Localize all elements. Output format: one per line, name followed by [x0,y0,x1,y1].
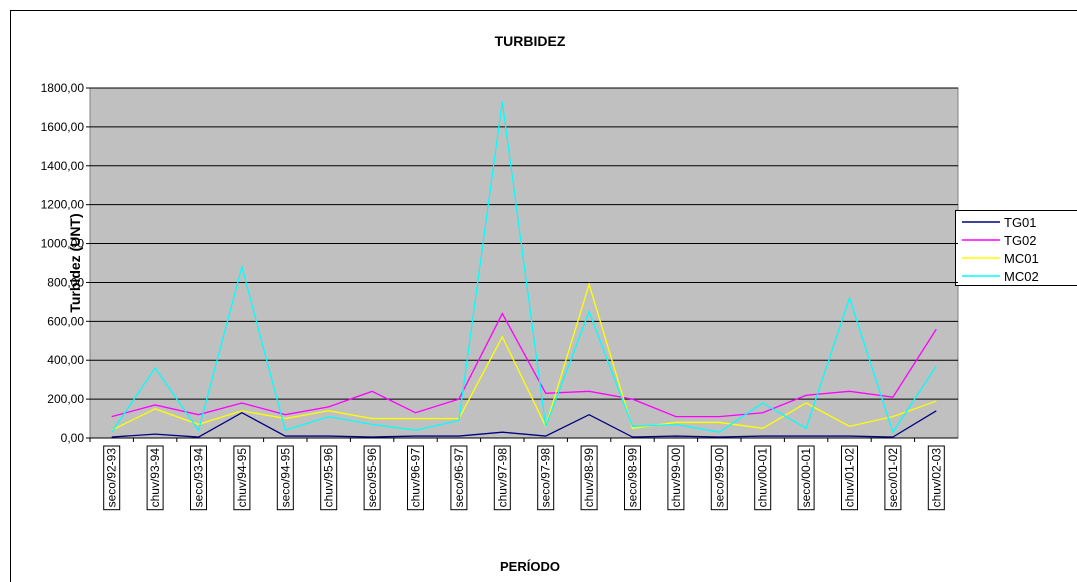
x-tick-label-box [754,445,772,511]
x-tick-label-box [667,445,685,511]
x-tick-label-box [190,445,207,511]
x-tick-label-box [624,445,641,511]
legend-label: MC02 [1004,269,1039,284]
x-tick-label-box [884,445,902,511]
x-tick-label-box [103,445,121,511]
x-tick-label: seco/99-00 [712,448,726,508]
x-tick-label: chuv/97-98 [495,448,509,508]
x-tick-label-box [363,445,381,511]
x-tick-label-box [537,445,555,511]
x-tick-label-box [927,445,945,511]
x-tick-label: chuv/96-97 [409,448,423,508]
x-tick-label-box [580,445,598,511]
x-tick-label-box [233,445,251,511]
x-tick-label: seco/97-98 [539,448,553,508]
x-tick-label-box [841,445,858,511]
x-tick-label: seco/95-96 [365,448,379,508]
x-tick-label-box [797,445,815,511]
y-tick-label: 200,00 [47,392,84,406]
line-series [111,101,937,434]
x-tick-label: seco/01-02 [886,448,900,508]
x-tick-label-box [407,445,424,511]
x-tick-label-box [146,445,164,511]
x-tick-label: chuv/93-94 [148,448,162,508]
y-tick-label: 800,00 [47,275,84,289]
x-tick-label: chuv/95-96 [322,448,336,508]
y-tick-label: 1000,00 [41,237,85,251]
x-tick-label: seco/98-99 [626,448,640,508]
x-tick-label: seco/92-93 [105,448,119,508]
line-series [111,312,937,418]
x-tick-label: chuv/94-95 [235,448,249,508]
x-tick-label: seco/93-94 [192,448,206,508]
x-tick-label: chuv/01-02 [843,448,857,508]
x-tick-label-box [320,445,338,511]
x-tick-label: seco/94-95 [278,448,292,508]
x-tick-label: chuv/98-99 [582,448,596,508]
x-tick-label: chuv/00-01 [756,448,770,508]
y-tick-label: 1200,00 [41,198,85,212]
x-tick-label-box [276,445,294,511]
y-tick-label: 1400,00 [41,159,85,173]
y-tick-label: 400,00 [47,353,84,367]
y-axis-title: Turbidez (UNT) [67,213,83,312]
line-series [111,410,937,438]
x-axis-title: PERÍODO [500,559,560,574]
y-tick-label: 1600,00 [41,120,85,134]
y-tick-label: 1800,00 [41,81,85,95]
y-tick-label: 0,00 [61,431,85,445]
x-tick-label: seco/96-97 [452,448,466,508]
line-series [111,282,937,431]
chart-title: TURBIDEZ [495,33,566,49]
y-tick-label: 600,00 [47,314,84,328]
legend-label: TG01 [1004,215,1037,230]
legend-label: MC01 [1004,251,1039,266]
x-tick-label-box [450,445,468,511]
x-tick-label-box [493,445,511,511]
legend-label: TG02 [1004,233,1037,248]
x-tick-label-box [710,445,728,511]
x-tick-label: seco/00-01 [799,448,813,508]
legend [955,210,1077,286]
x-tick-label: chuv/02-03 [929,448,943,508]
x-tick-label: chuv/99-00 [669,448,683,508]
